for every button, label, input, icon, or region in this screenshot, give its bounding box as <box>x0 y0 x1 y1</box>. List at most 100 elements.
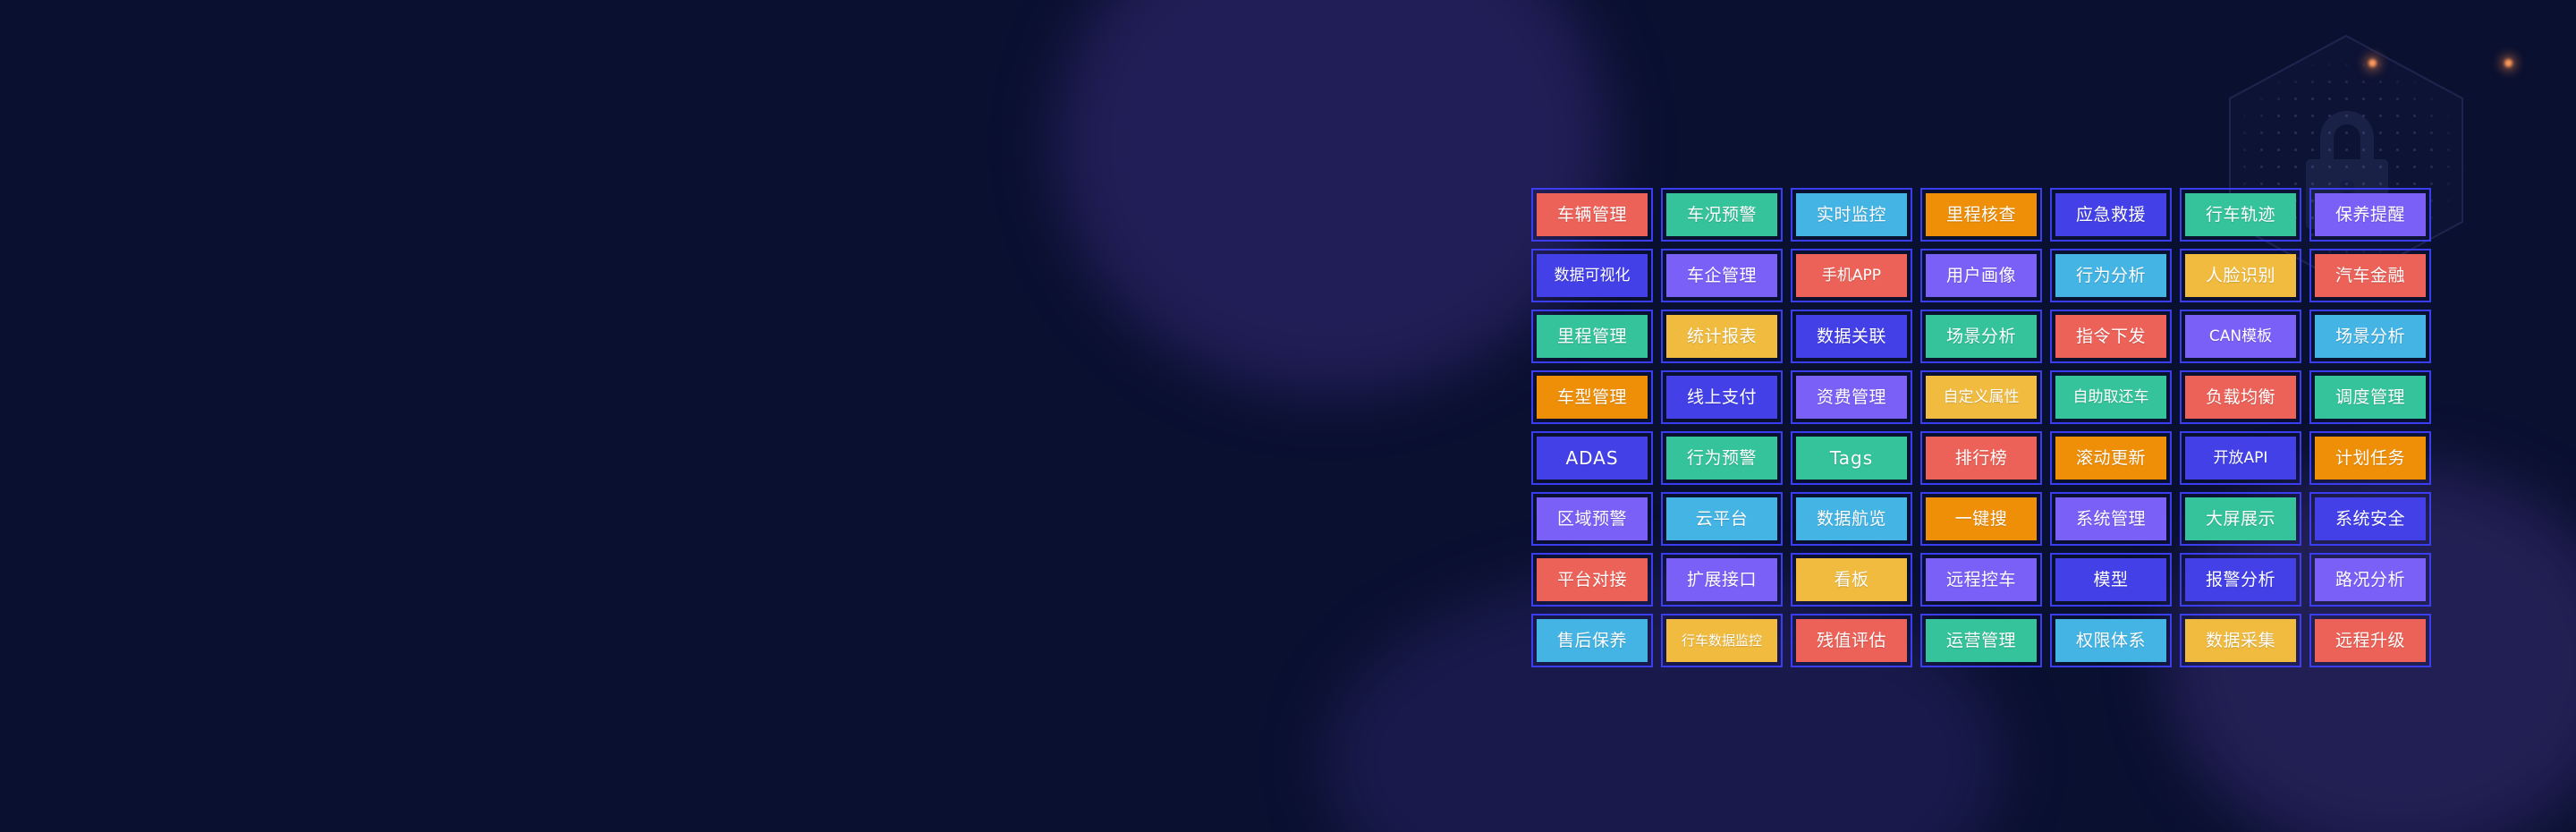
feature-tile[interactable]: 模型 <box>2050 553 2172 607</box>
feature-tile[interactable]: 行车轨迹 <box>2180 188 2301 242</box>
feature-tile[interactable]: 行为分析 <box>2050 249 2172 302</box>
feature-tile[interactable]: 滚动更新 <box>2050 431 2172 485</box>
tile-label: 排行榜 <box>1954 447 2008 468</box>
feature-tile[interactable]: 应急救援 <box>2050 188 2172 242</box>
tile-label: 实时监控 <box>1816 204 1886 225</box>
feature-tile[interactable]: 售后保养 <box>1531 614 1653 667</box>
tile-fill: 行为分析 <box>2055 254 2166 297</box>
tile-fill: 自定义属性 <box>1926 376 2037 419</box>
tile-label: 开放API <box>2213 448 2268 467</box>
tile-fill: 应急救援 <box>2055 193 2166 236</box>
feature-tile[interactable]: 报警分析 <box>2180 553 2301 607</box>
feature-tile[interactable]: 行为预警 <box>1661 431 1783 485</box>
tile-label: 用户画像 <box>1945 265 2016 285</box>
feature-tile[interactable]: 系统管理 <box>2050 492 2172 546</box>
feature-tile[interactable]: ADAS <box>1531 431 1653 485</box>
feature-tile[interactable]: 运营管理 <box>1920 614 2042 667</box>
tile-label: 保养提醒 <box>2334 204 2405 225</box>
feature-tile[interactable]: 人脸识别 <box>2180 249 2301 302</box>
feature-tile[interactable]: 开放API <box>2180 431 2301 485</box>
tile-label: 一键搜 <box>1954 508 2008 529</box>
tile-fill: 平台对接 <box>1537 558 1648 601</box>
feature-tile[interactable]: 远程升级 <box>2309 614 2431 667</box>
feature-tile[interactable]: 扩展接口 <box>1661 553 1783 607</box>
feature-tile[interactable]: 线上支付 <box>1661 370 1783 424</box>
feature-tile[interactable]: 保养提醒 <box>2309 188 2431 242</box>
feature-tile[interactable]: 残值评估 <box>1791 614 1912 667</box>
tile-label: 大屏展示 <box>2205 508 2275 529</box>
feature-tile[interactable]: 大屏展示 <box>2180 492 2301 546</box>
tile-label: 扩展接口 <box>1686 569 1757 590</box>
tile-label: 里程管理 <box>1556 326 1627 346</box>
feature-tile[interactable]: 云平台 <box>1661 492 1783 546</box>
feature-tile[interactable]: 车况预警 <box>1661 188 1783 242</box>
tile-label: 线上支付 <box>1686 386 1757 407</box>
feature-tile[interactable]: 汽车金融 <box>2309 249 2431 302</box>
feature-tile[interactable]: 行车数据监控 <box>1661 614 1783 667</box>
feature-tile[interactable]: 远程控车 <box>1920 553 2042 607</box>
tile-fill: 系统管理 <box>2055 497 2166 540</box>
tile-label: 运营管理 <box>1945 630 2016 650</box>
tile-fill: 滚动更新 <box>2055 437 2166 480</box>
feature-tile[interactable]: 车企管理 <box>1661 249 1783 302</box>
hex-node-right <box>2504 59 2512 67</box>
feature-tile[interactable]: 数据可视化 <box>1531 249 1653 302</box>
feature-tile[interactable]: 里程核查 <box>1920 188 2042 242</box>
hex-node-left <box>2368 59 2377 67</box>
feature-tile[interactable]: 数据采集 <box>2180 614 2301 667</box>
feature-tile[interactable]: 平台对接 <box>1531 553 1653 607</box>
tile-fill: 行为预警 <box>1666 437 1777 480</box>
tile-fill: CAN模板 <box>2185 315 2296 358</box>
feature-tile[interactable]: 权限体系 <box>2050 614 2172 667</box>
tile-label: 行为预警 <box>1686 447 1757 468</box>
tile-label: 区域预警 <box>1556 508 1627 529</box>
feature-tile[interactable]: 一键搜 <box>1920 492 2042 546</box>
feature-tile[interactable]: 资费管理 <box>1791 370 1912 424</box>
feature-tile[interactable]: CAN模板 <box>2180 310 2301 363</box>
feature-tile[interactable]: 车辆管理 <box>1531 188 1653 242</box>
feature-tile[interactable]: 调度管理 <box>2309 370 2431 424</box>
tile-fill: 扩展接口 <box>1666 558 1777 601</box>
tile-label: 车企管理 <box>1686 265 1757 285</box>
tile-fill: 大屏展示 <box>2185 497 2296 540</box>
feature-tile[interactable]: Tags <box>1791 431 1912 485</box>
feature-tile[interactable]: 区域预警 <box>1531 492 1653 546</box>
feature-tile[interactable]: 负载均衡 <box>2180 370 2301 424</box>
tile-label: 统计报表 <box>1686 326 1757 346</box>
tile-fill: 行车轨迹 <box>2185 193 2296 236</box>
feature-tile[interactable]: 用户画像 <box>1920 249 2042 302</box>
feature-tile[interactable]: 实时监控 <box>1791 188 1912 242</box>
feature-tile[interactable]: 统计报表 <box>1661 310 1783 363</box>
feature-tile[interactable]: 里程管理 <box>1531 310 1653 363</box>
feature-tile[interactable]: 手机APP <box>1791 249 1912 302</box>
feature-tile[interactable]: 数据航览 <box>1791 492 1912 546</box>
tile-fill: 里程核查 <box>1926 193 2037 236</box>
tile-fill: 看板 <box>1796 558 1907 601</box>
tile-fill: 报警分析 <box>2185 558 2296 601</box>
tile-label: 云平台 <box>1695 508 1749 529</box>
tile-fill: 调度管理 <box>2315 376 2426 419</box>
tile-label: 行为分析 <box>2075 265 2146 285</box>
tile-fill: 路况分析 <box>2315 558 2426 601</box>
feature-tile[interactable]: 看板 <box>1791 553 1912 607</box>
feature-tile[interactable]: 场景分析 <box>1920 310 2042 363</box>
feature-tile[interactable]: 计划任务 <box>2309 431 2431 485</box>
tile-label: 手机APP <box>1821 266 1882 284</box>
tile-fill: ADAS <box>1537 437 1648 480</box>
feature-tile[interactable]: 自助取还车 <box>2050 370 2172 424</box>
feature-tile[interactable]: 排行榜 <box>1920 431 2042 485</box>
tile-fill: 排行榜 <box>1926 437 2037 480</box>
tile-label: 场景分析 <box>1945 326 2016 346</box>
feature-tile[interactable]: 自定义属性 <box>1920 370 2042 424</box>
tile-label: 远程控车 <box>1945 569 2016 590</box>
tile-fill: 运营管理 <box>1926 619 2037 662</box>
feature-tile[interactable]: 数据关联 <box>1791 310 1912 363</box>
feature-tile[interactable]: 指令下发 <box>2050 310 2172 363</box>
tile-label: 行车轨迹 <box>2205 204 2275 225</box>
feature-tile[interactable]: 路况分析 <box>2309 553 2431 607</box>
tile-fill: 保养提醒 <box>2315 193 2426 236</box>
feature-tile[interactable]: 车型管理 <box>1531 370 1653 424</box>
feature-tile[interactable]: 系统安全 <box>2309 492 2431 546</box>
feature-tile[interactable]: 场景分析 <box>2309 310 2431 363</box>
